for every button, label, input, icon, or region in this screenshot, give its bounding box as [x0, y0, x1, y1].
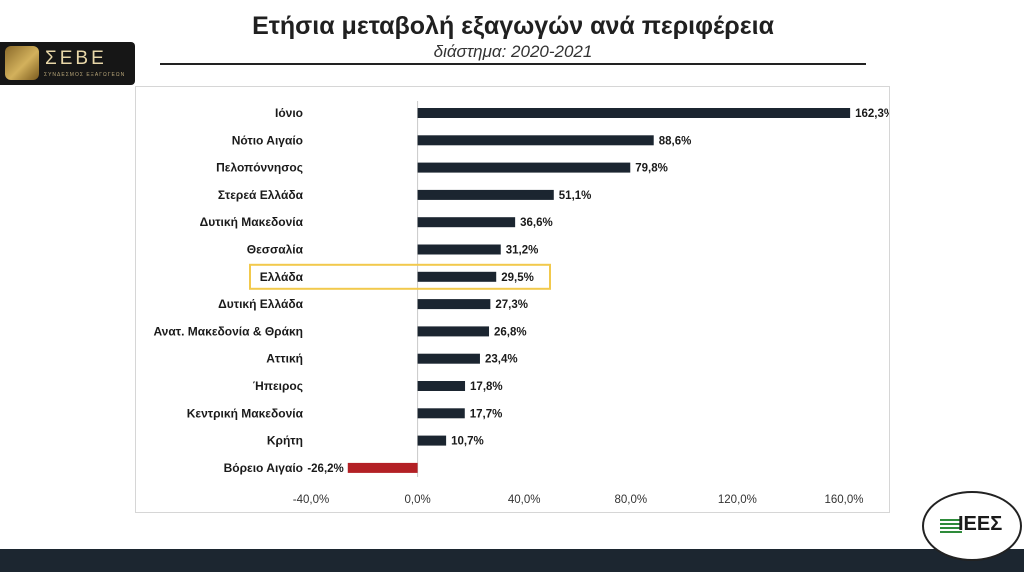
seve-logo-subtext: ΣΥΝΔΕΣΜΟΣ ΕΞΑΓΩΓΕΩΝ: [44, 72, 126, 78]
category-label: Κεντρική Μακεδονία: [187, 406, 304, 420]
bar: [417, 162, 631, 173]
seve-logo-text: ΣΕΒΕ: [45, 48, 107, 69]
data-label: -26,2%: [307, 463, 343, 475]
data-label: 17,8%: [470, 381, 503, 393]
data-label: 26,8%: [494, 326, 527, 338]
x-tick-label: -40,0%: [293, 494, 329, 506]
seve-logo: ΣΕΒΕ ΣΥΝΔΕΣΜΟΣ ΕΞΑΓΩΓΕΩΝ: [0, 42, 135, 85]
category-label: Δυτική Μακεδονία: [200, 215, 304, 229]
bar: [417, 135, 654, 146]
data-label: 51,1%: [559, 190, 592, 202]
category-label: Κρήτη: [267, 434, 303, 448]
category-label: Στερεά Ελλάδα: [218, 188, 304, 202]
category-label: Ήπειρος: [253, 379, 303, 393]
bar: [417, 381, 466, 391]
bar: [417, 108, 851, 118]
iees-bars-icon: [940, 519, 962, 535]
bar: [417, 189, 554, 200]
chart-area: Ιόνιο 162,3% Νότιο Αιγαίο 88,6% Πελοπόννησος…: [135, 86, 890, 513]
category-label: Νότιο Αιγαίο: [232, 133, 303, 147]
category-label: Θεσσαλία: [247, 243, 304, 257]
x-tick-label: 160,0%: [824, 494, 863, 506]
bar: [417, 217, 516, 228]
category-label: Δυτική Ελλάδα: [218, 297, 304, 311]
bar: [417, 326, 490, 337]
category-label: Βόρειο Αιγαίο: [224, 461, 303, 475]
data-label: 79,8%: [635, 163, 668, 175]
highlight-box: [249, 263, 551, 290]
bar-chart: Ιόνιο 162,3% Νότιο Αιγαίο 88,6% Πελοπόννησος…: [153, 101, 889, 506]
bar: [417, 353, 480, 364]
category-label: Ιόνιο: [275, 106, 303, 120]
data-label: 36,6%: [520, 217, 553, 229]
chart-subtitle: διάστημα: 2020-2021: [433, 42, 593, 61]
chart-title: Ετήσια μεταβολή εξαγωγών ανά περιφέρεια: [252, 12, 774, 40]
x-tick-label: 80,0%: [614, 494, 647, 506]
bar: [417, 271, 497, 282]
bar: [417, 408, 465, 419]
data-label: 88,6%: [659, 135, 692, 147]
data-label: 17,7%: [470, 408, 503, 420]
x-tick-label: 0,0%: [404, 494, 430, 506]
title-divider: [160, 63, 866, 65]
category-label: Ελλάδα: [260, 270, 304, 284]
data-label: 27,3%: [495, 299, 528, 311]
data-label: 23,4%: [485, 354, 518, 366]
data-label: 29,5%: [501, 272, 534, 284]
bar: [417, 435, 447, 446]
category-label: Ανατ. Μακεδονία & Θράκη: [153, 324, 303, 338]
bar: [347, 462, 418, 473]
data-label: 31,2%: [506, 245, 539, 257]
x-tick-label: 120,0%: [718, 494, 757, 506]
category-label: Αττική: [266, 352, 303, 366]
footer-band: [0, 549, 1024, 572]
iees-logo: ΙΕΕΣ: [922, 491, 1022, 561]
data-label: 162,3%: [855, 108, 889, 120]
x-tick-label: 40,0%: [508, 494, 541, 506]
bar: [417, 244, 501, 255]
data-label: 10,7%: [451, 436, 484, 448]
iees-logo-text: ΙΕΕΣ: [958, 513, 1003, 535]
bar: [417, 299, 491, 310]
seve-emblem-icon: [5, 46, 39, 80]
category-label: Πελοπόννησος: [216, 161, 303, 175]
